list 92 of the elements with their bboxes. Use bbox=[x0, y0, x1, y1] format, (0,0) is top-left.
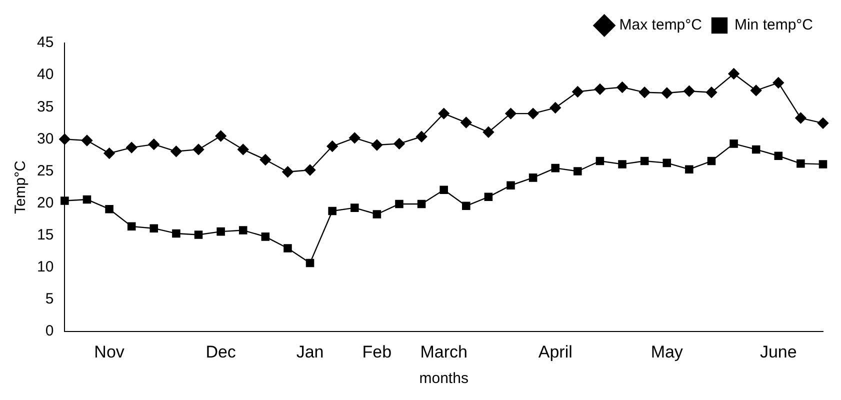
point bbox=[60, 196, 69, 205]
point bbox=[638, 86, 650, 98]
point bbox=[105, 204, 114, 214]
point bbox=[462, 202, 470, 210]
point bbox=[594, 84, 606, 95]
point bbox=[817, 118, 829, 129]
y-tick-label: 0 bbox=[45, 322, 54, 340]
point bbox=[326, 140, 338, 152]
point bbox=[438, 108, 450, 120]
point bbox=[596, 156, 604, 166]
point bbox=[528, 174, 538, 182]
point bbox=[172, 229, 180, 238]
point bbox=[440, 186, 448, 194]
point bbox=[282, 166, 294, 178]
point bbox=[261, 232, 270, 241]
point bbox=[349, 132, 360, 144]
point bbox=[216, 227, 225, 236]
y-tick-label: 10 bbox=[36, 258, 54, 276]
point bbox=[460, 116, 472, 128]
point bbox=[371, 139, 383, 151]
point bbox=[774, 152, 783, 160]
point bbox=[616, 82, 628, 93]
point bbox=[238, 226, 248, 234]
point bbox=[104, 148, 115, 159]
point bbox=[706, 86, 718, 98]
point bbox=[127, 222, 136, 231]
point bbox=[194, 230, 203, 239]
point bbox=[818, 160, 828, 168]
point bbox=[527, 108, 539, 120]
y-tick-label: 35 bbox=[36, 98, 54, 116]
point bbox=[238, 144, 249, 156]
point bbox=[416, 131, 428, 142]
point bbox=[350, 204, 359, 212]
x-tick-label: Dec bbox=[206, 342, 236, 362]
x-tick-label: Feb bbox=[362, 342, 392, 362]
point bbox=[82, 195, 92, 204]
point bbox=[328, 206, 336, 216]
point bbox=[505, 108, 516, 120]
y-tick-label: 15 bbox=[36, 226, 54, 244]
point bbox=[730, 140, 738, 148]
point bbox=[484, 192, 493, 202]
point bbox=[750, 84, 762, 96]
point bbox=[81, 134, 93, 146]
x-tick-label: Jan bbox=[296, 342, 324, 362]
y-axis-title: Temp°C bbox=[12, 160, 30, 214]
point bbox=[284, 244, 292, 252]
point bbox=[306, 258, 314, 268]
legend-label: Min temp°C bbox=[734, 16, 814, 34]
x-tick-label: May bbox=[650, 342, 684, 362]
point bbox=[752, 145, 760, 154]
y-tick-label: 45 bbox=[36, 34, 54, 52]
point bbox=[215, 130, 226, 142]
point bbox=[662, 158, 672, 168]
y-tick-label: 25 bbox=[36, 162, 54, 180]
point bbox=[661, 87, 672, 99]
point bbox=[550, 102, 561, 114]
point bbox=[640, 156, 649, 166]
point bbox=[395, 200, 404, 208]
point bbox=[728, 68, 740, 80]
point bbox=[506, 181, 515, 190]
point bbox=[126, 142, 138, 154]
point bbox=[574, 167, 582, 176]
x-axis-title: months bbox=[419, 370, 468, 388]
point bbox=[394, 138, 405, 150]
point bbox=[572, 86, 584, 98]
point bbox=[170, 146, 182, 157]
point bbox=[684, 86, 695, 97]
point bbox=[795, 112, 806, 124]
point bbox=[482, 126, 494, 138]
y-tick-label: 30 bbox=[36, 130, 54, 148]
y-tick-label: 5 bbox=[45, 290, 54, 308]
point bbox=[551, 164, 560, 172]
legend-label: Max temp°C bbox=[619, 16, 702, 34]
point bbox=[148, 138, 160, 150]
point bbox=[59, 134, 70, 145]
point bbox=[707, 156, 716, 166]
y-tick-label: 40 bbox=[36, 66, 54, 84]
x-tick-label: April bbox=[538, 342, 572, 362]
point bbox=[417, 200, 426, 208]
x-tick-label: June bbox=[760, 342, 797, 362]
point bbox=[304, 164, 316, 176]
point bbox=[685, 165, 694, 174]
y-tick-label: 20 bbox=[36, 194, 54, 212]
x-tick-label: Nov bbox=[94, 342, 125, 362]
x-tick-label: March bbox=[420, 342, 468, 362]
point bbox=[772, 77, 784, 88]
point bbox=[150, 224, 158, 232]
point bbox=[796, 159, 805, 168]
point bbox=[192, 144, 204, 156]
point bbox=[260, 154, 272, 166]
point bbox=[372, 210, 382, 218]
point bbox=[618, 160, 626, 168]
